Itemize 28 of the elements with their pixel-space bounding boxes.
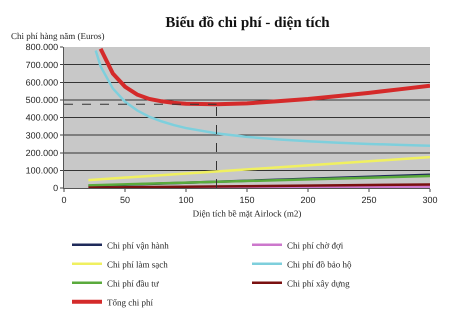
y-tick-label: 600.000 [26, 77, 58, 88]
y-tick-label: 700.000 [26, 60, 58, 70]
x-tick-label: 200 [300, 194, 316, 205]
y-tick-label: 800.000 [26, 42, 58, 52]
chart-title: Biểu đồ chi phí - diện tích [165, 14, 330, 31]
y-axis-title: Chi phí hàng năm (Euros) [11, 31, 104, 41]
line-series [98, 47, 430, 106]
x-tick-label: 300 [422, 194, 438, 205]
x-tick-label: 250 [361, 194, 377, 205]
x-tick-label: 50 [120, 194, 130, 205]
legend-label: Chi phí đồ bảo hộ [287, 259, 352, 270]
y-tick-label: 300.000 [26, 130, 58, 140]
legend-label: Chi phí chờ đợi [287, 240, 344, 250]
x-tick-label: 100 [178, 194, 194, 205]
x-tick-label: 0 [61, 194, 67, 205]
y-tick-label: 100.000 [26, 166, 58, 176]
legend-label: Tổng chi phí [107, 297, 154, 308]
legend-label: Chi phí đầu tư [107, 278, 160, 288]
y-tick-label: 200.000 [26, 148, 58, 158]
y-tick-label: 0 [53, 183, 58, 194]
legend-label: Chi phí làm sạch [107, 259, 168, 270]
y-tick-label: 400.000 [26, 112, 58, 123]
line-series [94, 49, 430, 147]
x-axis-title: Diện tích bề mặt Airlock (m2) [192, 208, 302, 219]
legend-label: Chi phí xây dựng [287, 278, 350, 288]
y-tick-label: 500.000 [26, 95, 58, 106]
legend-label: Chi phí vận hành [107, 240, 170, 250]
x-tick-label: 150 [239, 194, 255, 205]
